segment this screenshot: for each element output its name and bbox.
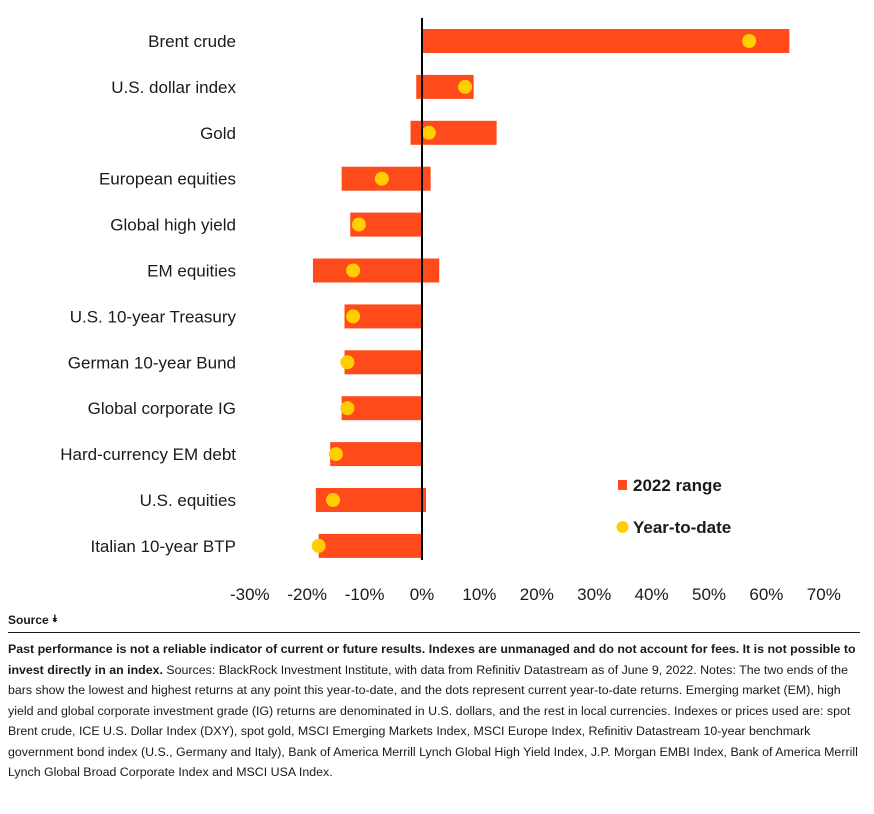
source-label: Source	[8, 613, 49, 627]
x-tick-label: 70%	[807, 585, 841, 604]
footnote-disclaimer: Past performance is not a reliable indic…	[8, 642, 856, 677]
x-tick-label: 0%	[410, 585, 435, 604]
source-toggle[interactable]: Source ⯯	[8, 613, 58, 627]
category-label: U.S. dollar index	[111, 78, 236, 97]
category-label: U.S. equities	[140, 491, 236, 510]
ytd-dot	[346, 263, 361, 278]
ytd-dots	[311, 34, 757, 553]
legend-range-swatch	[618, 480, 627, 490]
range-chart: Brent crude U.S. dollar index Gold European…	[60, 18, 841, 604]
x-tick-label: -20%	[287, 585, 327, 604]
footnote-divider	[8, 632, 860, 633]
category-label: European equities	[99, 170, 236, 189]
legend-dot-label: Year-to-date	[633, 518, 731, 537]
category-label: Italian 10-year BTP	[90, 537, 236, 556]
range-bar	[318, 533, 422, 558]
ytd-dot	[742, 34, 757, 48]
x-tick-label: 60%	[749, 585, 783, 604]
category-label: Global high yield	[110, 216, 236, 235]
range-bar	[330, 442, 422, 467]
ytd-dot	[351, 217, 366, 232]
ytd-dot	[458, 79, 473, 94]
ytd-dot	[346, 309, 361, 324]
ytd-dot	[421, 125, 436, 140]
ytd-dot	[326, 493, 341, 507]
legend: 2022 range Year-to-date	[616, 476, 731, 537]
legend-range-label: 2022 range	[633, 476, 722, 495]
legend-dot-swatch	[616, 521, 629, 533]
x-tick-label: 30%	[577, 585, 611, 604]
category-label: Global corporate IG	[88, 399, 236, 418]
x-axis-ticks: -30% -20% -10% 0% 10% 20% 30% 40% 50% 60% 70%	[230, 585, 841, 604]
x-tick-label: 40%	[635, 585, 669, 604]
category-label: EM equities	[147, 262, 236, 281]
category-label: U.S. 10-year Treasury	[70, 307, 237, 326]
x-tick-label: -10%	[345, 585, 385, 604]
category-label: Brent crude	[148, 32, 236, 51]
ytd-dot	[374, 171, 389, 186]
range-bar	[344, 350, 422, 375]
ytd-dot	[311, 538, 326, 553]
range-bar	[312, 258, 440, 283]
x-tick-label: -30%	[230, 585, 270, 604]
ytd-dot	[340, 401, 355, 416]
x-tick-label: 10%	[462, 585, 496, 604]
category-label: German 10-year Bund	[68, 353, 236, 372]
range-bar	[422, 29, 790, 53]
x-tick-label: 50%	[692, 585, 726, 604]
footnote: Past performance is not a reliable indic…	[8, 639, 860, 783]
category-label: Gold	[200, 124, 236, 143]
ytd-dot	[328, 447, 343, 462]
category-labels: Brent crude U.S. dollar index Gold European…	[60, 32, 236, 556]
ytd-dot	[340, 355, 355, 370]
range-bar	[341, 396, 422, 421]
x-tick-label: 20%	[520, 585, 554, 604]
footnote-notes: Sources: BlackRock Investment Institute,…	[8, 662, 858, 780]
double-chevron-down-icon: ⯯	[51, 614, 58, 625]
category-label: Hard-currency EM debt	[60, 445, 236, 464]
